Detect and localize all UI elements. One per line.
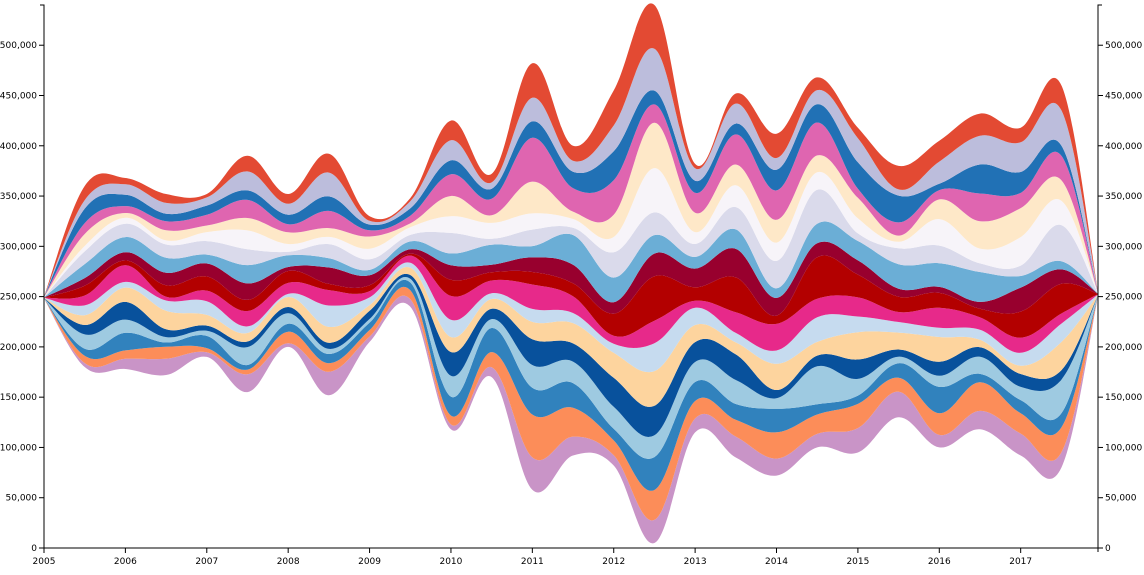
stream-layer-9 [44, 253, 1098, 338]
y-tick-left: 400,000 [0, 142, 44, 152]
y-tick-label: 50,000 [6, 494, 38, 504]
y-tick-left: 350,000 [0, 192, 44, 202]
y-tick-right: 250,000 [1098, 293, 1142, 303]
x-tick-label: 2011 [521, 557, 544, 567]
y-tick-label: 250,000 [1105, 293, 1142, 303]
stream-layer-10 [44, 241, 1098, 316]
x-tick-label: 2006 [114, 557, 137, 567]
stream-layer-1 [44, 295, 1098, 544]
stream-layer-14 [44, 122, 1098, 298]
x-tick: 2011 [521, 548, 544, 567]
y-axis-right-line [1097, 4, 1102, 549]
x-tick-label: 2007 [195, 557, 218, 567]
x-tick: 2013 [684, 548, 707, 567]
x-tick: 2007 [195, 548, 218, 567]
x-tick-label: 2010 [439, 557, 462, 567]
stream-layer-6 [44, 267, 1098, 407]
y-tick-label: 450,000 [1105, 92, 1142, 102]
y-tick-label: 450,000 [0, 92, 37, 102]
y-tick-label: 250,000 [0, 293, 37, 303]
y-tick-left: 0 [31, 544, 44, 554]
x-tick-label: 2005 [33, 557, 56, 567]
x-tick-label: 2015 [846, 557, 869, 567]
stream-layer-15 [44, 104, 1098, 297]
stream-layer-4 [44, 277, 1098, 459]
y-tick-label: 350,000 [1105, 192, 1142, 202]
y-tick-right: 100,000 [1098, 443, 1142, 453]
y-tick-label: 500,000 [1105, 41, 1142, 51]
stream-layer-18 [44, 3, 1098, 297]
y-tick-right: 300,000 [1098, 242, 1142, 252]
y-tick-right: 150,000 [1098, 393, 1142, 403]
y-tick-label: 400,000 [0, 142, 37, 152]
y-tick-label: 350,000 [0, 192, 37, 202]
y-tick-right: 0 [1098, 544, 1111, 554]
y-tick-left: 50,000 [6, 494, 44, 504]
y-tick-label: 100,000 [0, 443, 37, 453]
stream-layer-17 [44, 48, 1098, 297]
x-tick-label: 2009 [358, 557, 381, 567]
x-tick-label: 2013 [684, 557, 707, 567]
y-tick-label: 150,000 [0, 393, 37, 403]
x-tick-label: 2017 [1009, 557, 1032, 567]
y-tick-left: 150,000 [0, 393, 44, 403]
y-tick-right: 400,000 [1098, 142, 1142, 152]
y-tick-label: 300,000 [1105, 242, 1142, 252]
y-tick-left: 250,000 [0, 293, 44, 303]
y-tick-label: 150,000 [1105, 393, 1142, 403]
y-tick-left: 200,000 [0, 343, 44, 353]
y-tick-left: 450,000 [0, 92, 44, 102]
x-tick-label: 2016 [928, 557, 951, 567]
x-tick: 2014 [765, 548, 788, 567]
stream-layer-8 [44, 255, 1098, 353]
x-tick-label: 2008 [277, 557, 300, 567]
x-tick: 2009 [358, 548, 381, 567]
stream-layer-5 [44, 273, 1098, 437]
y-axis-left: 0 50,000 100,000 150,000 200,000 250,000 300,0… [0, 4, 45, 554]
x-tick: 2012 [602, 548, 625, 567]
y-tick-label: 400,000 [1105, 142, 1142, 152]
y-tick-left: 500,000 [0, 41, 44, 51]
y-tick-label: 100,000 [1105, 443, 1142, 453]
y-tick-label: 500,000 [0, 41, 37, 51]
x-axis-line [43, 547, 1099, 552]
y-tick-label: 50,000 [1105, 494, 1137, 504]
stream-layer-11 [44, 221, 1098, 303]
y-axis-left-line [40, 4, 45, 549]
y-tick-right: 500,000 [1098, 41, 1142, 51]
y-tick-left: 100,000 [0, 443, 44, 453]
x-tick-label: 2012 [602, 557, 625, 567]
x-tick: 2015 [846, 548, 869, 567]
y-tick-right: 50,000 [1098, 494, 1137, 504]
y-tick-left: 300,000 [0, 242, 44, 252]
y-tick-label: 0 [1105, 544, 1111, 554]
y-tick-right: 450,000 [1098, 92, 1142, 102]
x-tick: 2010 [439, 548, 463, 567]
x-tick: 2008 [277, 548, 300, 567]
y-tick-right: 200,000 [1098, 343, 1142, 353]
stream-layer-16 [44, 90, 1098, 298]
x-tick: 2005 [33, 548, 56, 567]
y-tick-label: 300,000 [0, 242, 37, 252]
stream-layer-7 [44, 262, 1098, 373]
y-tick-label: 200,000 [0, 343, 37, 353]
stream-layer-13 [44, 168, 1098, 298]
y-tick-label: 0 [31, 544, 37, 554]
y-tick-label: 200,000 [1105, 343, 1142, 353]
stream-layer-3 [44, 279, 1098, 491]
y-axis-right: 0 50,000 100,000 150,000 200,000 250,000 300,0… [1097, 4, 1142, 554]
x-tick: 2016 [928, 548, 951, 567]
x-tick: 2006 [114, 548, 137, 567]
x-tick-label: 2014 [765, 557, 788, 567]
stream-layers [44, 3, 1098, 544]
x-tick: 2017 [1009, 548, 1032, 567]
stream-layer-12 [44, 189, 1098, 298]
x-axis: 2005 2006 2007 2008 2009 2010 2011 2012 2013 2014… [33, 547, 1099, 567]
y-tick-right: 350,000 [1098, 192, 1142, 202]
